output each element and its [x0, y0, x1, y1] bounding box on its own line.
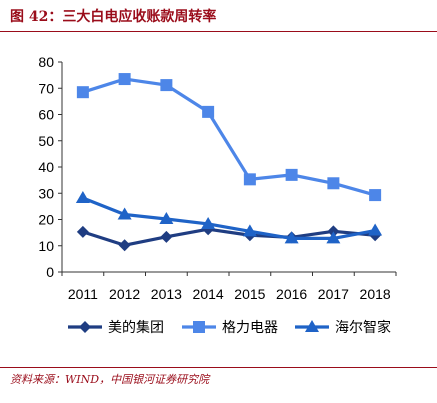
figure-title: 图 42：三大白电应收账款周转率: [10, 9, 217, 25]
x-tick-label: 2017: [318, 286, 349, 302]
chart-series: [75, 73, 383, 252]
data-point: [76, 225, 89, 238]
legend-label: 格力电器: [222, 320, 278, 336]
data-point: [368, 223, 383, 236]
title-divider: [0, 31, 437, 32]
source-divider: [0, 367, 437, 368]
chart-legend: 美的集团 格力电器 海尔智家: [68, 319, 391, 336]
line-chart: 0 10 20 30 40 50 60 70 80 2011 2012 2013 2014 2015 201…: [38, 54, 397, 336]
x-tick-label: 2013: [151, 286, 182, 302]
data-point: [285, 168, 298, 181]
y-tick-label: 30: [38, 185, 54, 201]
y-tick-label: 50: [38, 133, 54, 149]
data-point: [242, 224, 257, 237]
y-tick-label: 80: [38, 54, 54, 70]
data-point: [76, 86, 89, 99]
y-tick-label: 60: [38, 107, 54, 123]
data-point: [201, 216, 216, 229]
data-point: [118, 73, 131, 86]
data-point: [284, 231, 299, 244]
data-point: [369, 189, 382, 202]
legend-marker: [193, 321, 205, 333]
x-tick-label: 2015: [234, 286, 265, 302]
y-tick-label: 0: [46, 264, 54, 280]
data-point: [202, 105, 215, 118]
x-tick-label: 2011: [68, 286, 98, 302]
data-point: [326, 231, 341, 244]
chart-axes: 0 10 20 30 40 50 60 70 80 2011 2012 2013 2014 2015 201…: [38, 54, 397, 302]
data-point: [160, 230, 173, 243]
series-line-0: [82, 227, 376, 247]
series-line-1: [82, 77, 376, 197]
y-tick-label: 70: [38, 80, 54, 96]
data-point: [327, 177, 340, 190]
x-tick-label: 2012: [109, 286, 140, 302]
data-point: [243, 173, 256, 186]
data-point: [118, 239, 131, 252]
data-point: [327, 225, 340, 238]
x-tick-label: 2014: [193, 286, 224, 302]
legend-marker: [79, 321, 91, 333]
legend-label: 美的集团: [108, 319, 164, 336]
y-tick-label: 20: [38, 212, 54, 228]
data-point: [117, 207, 132, 220]
data-point: [160, 79, 173, 92]
data-point: [159, 211, 174, 224]
legend-marker: [305, 320, 319, 332]
legend-label: 海尔智家: [335, 319, 391, 336]
x-tick-label: 2016: [276, 286, 307, 302]
series-line-2: [82, 196, 376, 240]
x-tick-label: 2018: [360, 286, 391, 302]
source-note: 资料来源：WIND，中国银河证券研究院: [10, 373, 210, 386]
y-tick-label: 40: [38, 159, 54, 175]
data-point: [75, 190, 90, 203]
y-tick-label: 10: [38, 238, 54, 254]
